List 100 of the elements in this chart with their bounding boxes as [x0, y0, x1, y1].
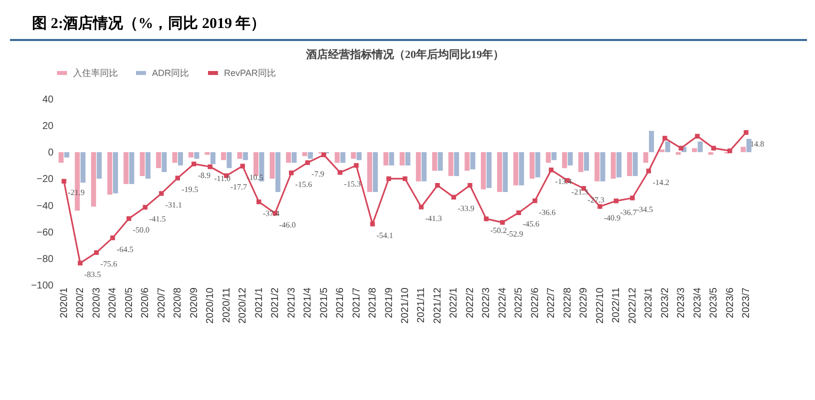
bar	[568, 152, 573, 166]
point	[451, 194, 456, 200]
point	[256, 199, 262, 204]
point	[484, 216, 489, 222]
x-tick-label: 2021/7	[351, 287, 362, 318]
x-tick-label: 2023/6	[724, 287, 736, 318]
point	[678, 146, 684, 150]
x-tick-label: 2021/2	[270, 287, 282, 318]
data-label: -46.0	[279, 220, 296, 230]
data-label: -41.5	[149, 214, 166, 224]
data-label: -36.6	[538, 208, 556, 217]
x-tick-label: 2022/9	[578, 287, 590, 318]
bar	[145, 152, 150, 179]
point	[386, 176, 392, 182]
point	[598, 204, 602, 209]
y-tick-label: −100	[30, 280, 54, 292]
bar	[552, 152, 557, 160]
y-tick-label: 40	[42, 94, 54, 106]
x-tick-label: 2021/5	[318, 287, 330, 318]
bar	[389, 152, 394, 166]
bar	[129, 152, 134, 184]
bar	[660, 149, 665, 152]
bar	[513, 152, 518, 186]
y-tick-label: −20	[36, 174, 54, 186]
bar	[627, 152, 632, 176]
point	[110, 235, 115, 240]
point	[435, 183, 440, 188]
point	[662, 136, 668, 141]
bar	[194, 152, 200, 159]
bar	[80, 152, 86, 183]
bar	[308, 152, 313, 159]
point	[646, 168, 651, 174]
x-tick-label: 2023/3	[676, 287, 688, 318]
x-tick-label: 2021/1	[254, 287, 265, 318]
point	[548, 168, 554, 172]
data-label: -15.3	[344, 179, 361, 188]
bar	[113, 152, 118, 194]
x-tick-label: 2020/10	[205, 287, 216, 324]
x-tick-label: 2021/12	[432, 287, 444, 324]
bar	[486, 152, 492, 188]
bar	[470, 152, 476, 170]
y-tick-label: −60	[36, 227, 54, 238]
bar	[124, 152, 129, 184]
point	[711, 146, 716, 150]
bar	[480, 152, 486, 190]
data-label: -33.9	[458, 204, 474, 214]
point	[500, 220, 505, 225]
x-tick-label: 2023/1	[644, 287, 655, 318]
data-label: -15.6	[295, 180, 312, 189]
bar	[275, 152, 280, 192]
bar	[383, 152, 388, 166]
bar	[432, 152, 438, 171]
data-label: -41.3	[425, 214, 442, 224]
bar	[210, 152, 216, 164]
legend-label: RevPAR同比	[224, 68, 276, 78]
x-tick-label: 2022/3	[481, 287, 492, 318]
bar	[643, 152, 648, 163]
point	[208, 164, 212, 170]
x-tick-label: 2022/10	[594, 287, 606, 324]
point	[78, 260, 83, 266]
data-label: -21.3	[571, 187, 588, 196]
bar	[632, 152, 638, 176]
bar	[610, 152, 616, 179]
bar	[286, 152, 291, 163]
x-tick-label: 2020/2	[75, 287, 86, 318]
data-label: -50.2	[490, 226, 507, 235]
point	[159, 191, 164, 196]
x-tick-label: 2020/12	[238, 287, 249, 324]
bar	[422, 152, 427, 182]
bar	[405, 152, 410, 166]
bar	[178, 152, 183, 166]
bar	[600, 152, 606, 182]
point	[468, 183, 472, 188]
bar	[96, 152, 102, 179]
data-label: -34.5	[636, 204, 654, 214]
data-label: -19.5	[182, 185, 198, 194]
bar	[237, 152, 242, 159]
bar	[334, 152, 340, 163]
x-tick-label: 2021/4	[302, 287, 314, 318]
y-tick-label: 0	[48, 148, 54, 159]
x-tick-label: 2021/3	[286, 287, 298, 318]
data-label: -50.0	[132, 226, 150, 235]
x-tick-label: 2023/5	[708, 287, 720, 318]
data-label: -75.6	[100, 260, 118, 269]
y-tick-label: −40	[36, 200, 54, 212]
bar	[464, 152, 470, 171]
data-label: -11.0	[214, 174, 230, 183]
x-tick-label: 2021/11	[416, 287, 428, 323]
bar	[221, 152, 226, 160]
bar	[226, 152, 232, 168]
point	[126, 216, 132, 221]
y-tick-label: 20	[42, 121, 54, 132]
bar	[270, 152, 275, 179]
bar	[367, 152, 372, 192]
bar	[372, 152, 378, 192]
point	[516, 210, 522, 216]
data-label: -14.2	[652, 178, 670, 188]
data-label: -45.6	[522, 220, 540, 229]
point	[321, 152, 326, 158]
x-tick-label: 2021/9	[384, 287, 395, 318]
